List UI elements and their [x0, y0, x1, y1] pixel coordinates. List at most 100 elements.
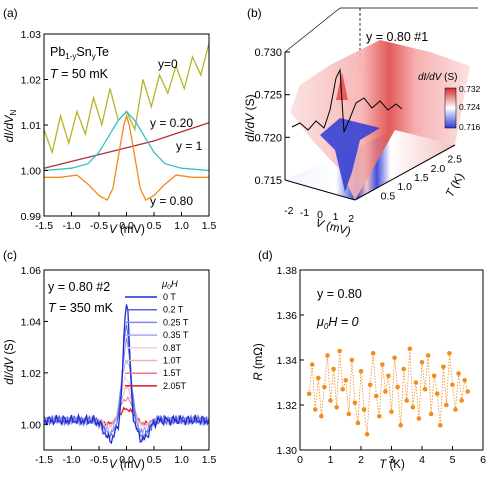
panel-b-surface: [290, 40, 470, 200]
panel-b-vtick-label: 0: [317, 209, 323, 221]
panel-b-ztick-label: 0.725: [254, 90, 282, 102]
panel-d-point: [392, 355, 397, 361]
panel-d-point: [319, 413, 324, 419]
panel-b-ttick-label: 2.0: [431, 163, 446, 175]
panel-d-point: [358, 368, 364, 374]
panel-a-xtick-label: 1.5: [202, 220, 217, 232]
panel-a-xlabel-part: (mV): [117, 224, 145, 236]
panel-d-point: [316, 375, 321, 381]
panel-b-v-axis: [284, 179, 356, 201]
panel-c-legend-title-part: H: [171, 279, 178, 290]
panel-d-xtick-label: 2: [358, 454, 364, 466]
panel-d-point: [441, 364, 446, 370]
panel-b-xlabel-part: V: [314, 217, 326, 231]
panel-d-point: [306, 391, 312, 397]
panel-c-ytick-label: 1.06: [21, 265, 42, 277]
panel-c-legend-label: 1.5T: [163, 368, 182, 378]
panel-c-temperature-part: = 350 mK: [56, 301, 114, 315]
panel-d-point: [419, 359, 425, 365]
panel-a-xtick-label: -1.5: [35, 220, 53, 232]
panel-c-legend-label: 0.35 T: [163, 330, 189, 340]
panel-a-ylabel-part: N: [9, 109, 18, 115]
panel-d-point: [434, 391, 440, 397]
panel-b-ylabel: T (K): [444, 171, 467, 199]
panel-c-xlabel: V (mV): [109, 459, 145, 471]
panel-d-field-label-part: H = 0: [328, 315, 358, 329]
panel-c-series-line: [43, 324, 210, 441]
panel-c-ytick-label: 1.04: [21, 316, 42, 328]
panel-d-point: [380, 362, 385, 367]
panel-d-point: [355, 420, 361, 426]
panel-a-series-label: y = 0.80: [150, 194, 193, 208]
panel-d-ylabel: R (mΩ): [253, 343, 265, 381]
panel-b-label: (b): [247, 6, 262, 20]
panel-a-series-line: [43, 110, 210, 172]
panel-a-series-line: [44, 113, 209, 202]
panel-b-ttick-label: 0.5: [381, 190, 396, 202]
panel-a-ylabel: dI/dVN: [4, 109, 18, 142]
panel-b-colorbar: [444, 87, 457, 129]
panel-b-t-axis: [354, 144, 456, 201]
panel-d: (d)0 1 2 3 4 5 61.301.321.341.361.38y = 0.80μ0…: [253, 248, 486, 471]
panel-c-xtick-label: 0.0: [119, 454, 134, 466]
panel-d-xtick-label: 3: [389, 454, 395, 466]
panel-c-legend-label: 1.0T: [163, 356, 182, 366]
panel-d-ytick-label: 1.34: [277, 355, 298, 367]
panel-c-xlabel-part: V: [109, 459, 118, 471]
panel-b-colorbar-title-part: dI/dV: [418, 72, 443, 83]
panel-a-xlabel-part: V: [109, 224, 118, 236]
panel-c-xtick-label: -1.5: [35, 454, 53, 466]
panel-c-legend-title-part: 0: [167, 284, 171, 291]
panel-b-zlabel: dI/dV (S): [243, 94, 257, 141]
panel-d-point: [401, 366, 407, 372]
panel-d-field-label: μ0H = 0: [316, 315, 359, 331]
panel-b-vtick-label: 1: [333, 211, 339, 223]
panel-b-surface-peak: [336, 72, 348, 100]
panel-d-point: [377, 413, 382, 419]
panel-d-point: [407, 346, 413, 352]
panel-d-point: [416, 416, 422, 421]
panel-d-point: [456, 371, 461, 376]
panel-d-point: [361, 407, 367, 412]
panel-b-ttick-label: 1.0: [397, 181, 412, 193]
panel-c-ylabel-part: (S): [4, 339, 16, 358]
panel-a-ytick-label: 1.02: [21, 75, 42, 87]
panel-a-xtick-label: 0.5: [147, 220, 162, 232]
panel-d-point: [340, 386, 346, 392]
panel-a-material-label-part: y: [92, 52, 96, 61]
panel-c-legend-label: 0.2 T: [163, 305, 184, 315]
panel-a-xtick-label: 1.0: [174, 220, 189, 232]
panel-d-field-label-part: μ: [316, 315, 324, 329]
panel-d-point: [404, 398, 410, 403]
panel-d-point: [386, 373, 391, 379]
panel-d-xlabel-part: (K): [386, 459, 405, 471]
panel-d-point: [447, 350, 452, 356]
panel-d-point: [334, 404, 339, 410]
panel-a-xtick-label: 0.0: [119, 220, 134, 232]
panel-c-temperature: T = 350 mK: [48, 301, 114, 315]
panel-a-ytick-label: 1.01: [21, 120, 42, 132]
panel-d-point: [367, 382, 373, 388]
panel-c-xtick-label: 1.5: [202, 454, 217, 466]
panel-d-point: [410, 404, 416, 410]
panel-b-colorbar-title-part: (S): [441, 72, 457, 83]
panel-d-point: [462, 377, 468, 383]
panel-a-material-label-part: Sn: [76, 45, 91, 59]
panel-a-series-label: y = 1: [176, 139, 203, 153]
panel-b-ttick-label: 2.5: [447, 154, 462, 166]
panel-d-xlabel-part: T: [379, 459, 387, 471]
panel-d-point: [413, 380, 419, 385]
panel-d-point: [395, 384, 400, 390]
panel-b: (b) 0.730 0.725 0.720 0.715 y = 0.80 #1 dI/dV …: [243, 6, 481, 238]
panel-d-point: [383, 389, 388, 394]
panel-a-xtick-label: -0.5: [90, 220, 108, 232]
panel-d-xtick-label: 0: [297, 454, 303, 466]
panel-a-ylabel-part: dI/dV: [4, 114, 16, 142]
panel-d-point: [459, 398, 464, 403]
panel-d-xtick-label: 4: [419, 454, 425, 466]
panel-b-zero-temperature-trace: [291, 68, 403, 133]
panel-c-legend-label: 0 T: [163, 292, 176, 302]
panel-a-ytick-label: 1.03: [21, 29, 42, 41]
panel-d-point: [428, 411, 434, 417]
